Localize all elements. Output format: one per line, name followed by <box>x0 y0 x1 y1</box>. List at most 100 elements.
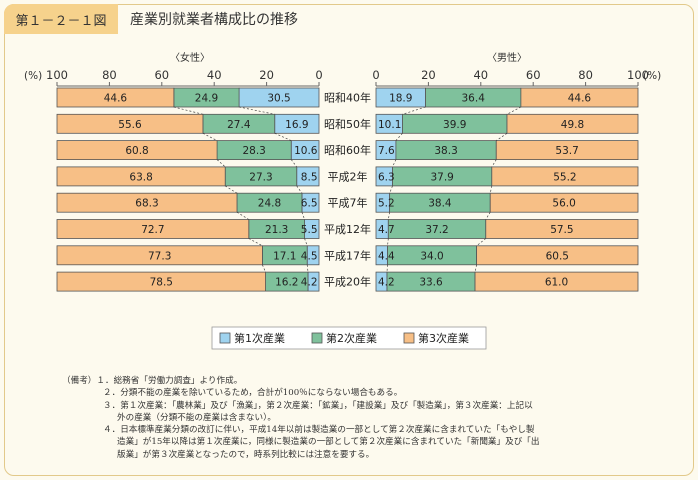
x-tick-label: 80 <box>102 68 117 82</box>
note-line: 造業」が15年以降は第１次産業に，同様に製造業の一部として第２次産業に含まれてい… <box>117 437 540 448</box>
data-label-female-primary: 16.9 <box>285 119 308 131</box>
data-label-female-secondary: 27.4 <box>227 119 251 131</box>
data-label-male-primary: 4.7 <box>378 224 395 236</box>
legend-label: 第3次産業 <box>418 331 469 345</box>
data-label-female-secondary: 17.1 <box>273 250 296 262</box>
connector-line <box>173 106 204 115</box>
figure-number: 第１－２－１図 <box>4 4 118 34</box>
data-label-female-primary: 4.2 <box>301 277 318 289</box>
category-label: 平成17年 <box>324 248 371 262</box>
bar-male-tertiary <box>506 113 639 134</box>
x-tick-label: 0 <box>372 68 379 82</box>
connector-line <box>402 106 426 115</box>
data-label-female-secondary: 27.3 <box>249 171 272 183</box>
bar-female-tertiary <box>56 113 204 134</box>
data-label-female-primary: 10.6 <box>294 145 318 157</box>
data-label-female-tertiary: 60.8 <box>125 145 148 157</box>
connector-line <box>387 212 390 220</box>
data-label-female-tertiary: 63.8 <box>129 171 152 183</box>
connector-line <box>216 159 226 168</box>
connector-line <box>290 159 298 168</box>
panel-label-male: 〈男性〉 <box>487 51 527 64</box>
data-label-female-tertiary: 68.3 <box>135 198 158 210</box>
x-tick-label: 60 <box>154 68 169 82</box>
bar-male-tertiary <box>495 140 639 161</box>
data-label-male-primary: 5.2 <box>378 198 395 210</box>
connector-line <box>496 133 508 141</box>
data-label-male-secondary: 38.3 <box>434 145 457 157</box>
data-label-male-primary: 4.2 <box>378 277 395 289</box>
data-label-female-tertiary: 77.3 <box>148 250 171 262</box>
connector-line <box>274 132 292 141</box>
bar-male-tertiary <box>520 87 639 108</box>
x-tick-label: 20 <box>421 68 436 82</box>
category-label: 平成12年 <box>324 222 371 236</box>
note-line: 外の産業（分類不能の産業は含まない）。 <box>117 412 276 423</box>
x-tick-label: 100 <box>46 68 68 82</box>
data-label-female-primary: 30.5 <box>267 93 290 105</box>
bar-female-tertiary <box>56 219 250 239</box>
connector-line <box>389 185 393 194</box>
data-label-male-primary: 4.4 <box>378 250 395 262</box>
bar-male-tertiary <box>474 271 639 292</box>
notes: （備考）１．総務省「労働力調査」より作成。 ２．分類不能の産業を除いているため，… <box>62 375 692 461</box>
x-tick-label: 80 <box>578 68 593 82</box>
data-label-female-primary: 6.5 <box>301 198 318 210</box>
data-label-female-secondary: 28.3 <box>242 145 265 157</box>
bar-female-tertiary <box>56 87 175 108</box>
connector-line <box>236 211 249 220</box>
data-label-male-tertiary: 57.5 <box>550 224 573 236</box>
bar-female-tertiary <box>56 140 218 161</box>
axis-unit-label: (%) <box>24 70 42 82</box>
data-label-male-primary: 6.3 <box>378 171 395 183</box>
data-label-female-secondary: 21.3 <box>265 224 288 236</box>
bar-male-tertiary <box>491 166 639 187</box>
bar-male-tertiary <box>485 219 639 239</box>
note-line: ３．第１次産業：「農林業」及び「漁業」，第２次産業：「鉱業」，「建設業」及び「製… <box>103 400 533 411</box>
data-label-male-secondary: 36.4 <box>462 93 486 105</box>
category-label: 平成20年 <box>324 275 371 289</box>
data-label-female-tertiary: 44.6 <box>104 93 128 105</box>
category-label: 昭和40年 <box>324 91 371 105</box>
data-label-male-primary: 18.9 <box>389 93 412 105</box>
axis-unit-label: (%) <box>643 70 661 82</box>
data-label-male-tertiary: 55.2 <box>553 171 576 183</box>
data-label-female-secondary: 24.8 <box>258 198 281 210</box>
data-label-female-tertiary: 78.5 <box>150 277 173 289</box>
bar-male-tertiary <box>489 192 639 213</box>
category-label: 平成7年 <box>328 196 368 210</box>
data-label-male-secondary: 33.6 <box>419 277 443 289</box>
figure-title: 産業別就業者構成比の推移 <box>130 12 298 28</box>
figure-frame <box>4 4 694 476</box>
connector-line <box>306 264 309 273</box>
legend-swatch <box>219 332 231 344</box>
note-line: ２．分類不能の産業を除いているため，合計が100％にならない場合もある。 <box>103 388 403 399</box>
data-label-female-secondary: 24.9 <box>195 93 218 105</box>
legend-label: 第1次産業 <box>234 331 285 345</box>
data-label-male-tertiary: 56.0 <box>552 198 575 210</box>
data-label-female-tertiary: 72.7 <box>141 224 164 236</box>
data-label-female-primary: 8.5 <box>301 171 318 183</box>
data-label-male-secondary: 34.0 <box>420 250 443 262</box>
bar-female-tertiary <box>56 192 238 213</box>
connector-line <box>476 238 486 247</box>
connector-line <box>386 264 388 273</box>
connector-line <box>491 159 497 168</box>
connector-line <box>489 185 493 194</box>
data-label-male-tertiary: 53.7 <box>555 145 578 157</box>
connector-line <box>392 159 397 168</box>
connector-line <box>474 264 477 273</box>
connector-line <box>225 185 238 194</box>
legend-swatch <box>311 332 323 344</box>
bar-female-tertiary <box>56 245 263 266</box>
x-tick-label: 40 <box>473 68 488 82</box>
data-label-female-primary: 4.5 <box>301 250 318 262</box>
data-label-female-tertiary: 55.6 <box>118 119 142 131</box>
connector-line <box>395 133 403 141</box>
bar-female-tertiary <box>56 166 226 187</box>
legend-swatch <box>403 332 415 344</box>
connector-line <box>262 264 266 273</box>
data-label-male-primary: 10.1 <box>378 119 401 131</box>
connector-line <box>301 212 305 220</box>
data-label-male-tertiary: 60.5 <box>546 250 569 262</box>
